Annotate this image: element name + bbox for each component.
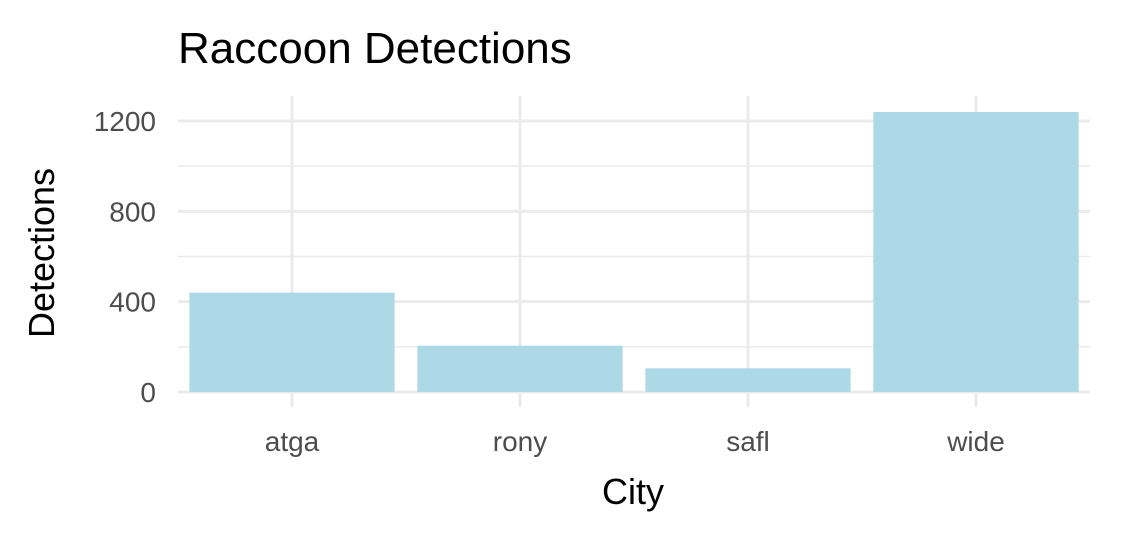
x-axis-title: City [602,471,664,512]
x-tick-label: atga [265,426,320,457]
x-tick-label: safl [726,426,770,457]
x-tick-label: wide [946,426,1005,457]
x-tick-label: rony [493,426,547,457]
bars [189,111,1079,392]
y-tick-label: 800 [109,196,156,227]
bar-rony [417,345,623,392]
x-axis-ticks: atga rony safl wide [265,426,1005,457]
bar-atga [189,292,395,392]
y-tick-label: 400 [109,287,156,318]
bar-wide [873,111,1079,392]
chart-title: Raccoon Detections [178,24,572,73]
y-tick-label: 0 [140,377,156,408]
y-tick-label: 1200 [94,106,156,137]
bar-safl [645,368,851,392]
y-axis-ticks: 0 400 800 1200 [94,106,156,408]
y-axis-title: Detections [21,168,62,338]
